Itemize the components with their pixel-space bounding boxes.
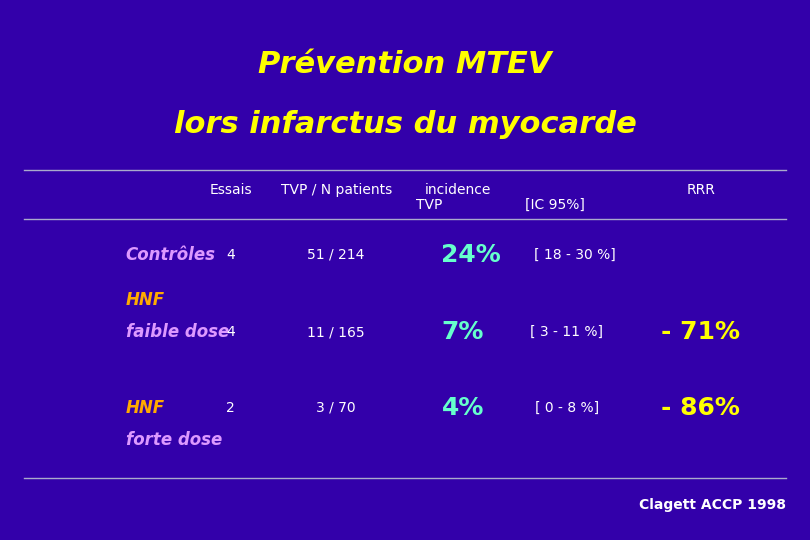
Text: 4: 4 [227,248,235,262]
Text: [ 0 - 8 %]: [ 0 - 8 %] [535,401,599,415]
Text: RRR: RRR [686,183,715,197]
Text: TVP: TVP [416,198,442,212]
Text: 4%: 4% [441,396,484,420]
Text: [ 18 - 30 %]: [ 18 - 30 %] [535,248,616,262]
Text: - 71%: - 71% [661,320,740,344]
Text: 7%: 7% [441,320,484,344]
Text: HNF: HNF [126,291,164,309]
Text: faible dose: faible dose [126,323,228,341]
Text: Essais: Essais [210,183,252,197]
Text: 4: 4 [227,325,235,339]
Text: 51 / 214: 51 / 214 [308,248,364,262]
Text: [ 3 - 11 %]: [ 3 - 11 %] [531,325,603,339]
Text: 3 / 70: 3 / 70 [317,401,356,415]
Text: [IC 95%]: [IC 95%] [525,198,585,212]
Text: TVP / N patients: TVP / N patients [280,183,392,197]
Text: Contrôles: Contrôles [126,246,215,264]
Text: forte dose: forte dose [126,431,222,449]
Text: incidence: incidence [424,183,491,197]
Text: - 86%: - 86% [661,396,740,420]
Text: HNF: HNF [126,399,164,417]
Text: 11 / 165: 11 / 165 [307,325,365,339]
Text: lors infarctus du myocarde: lors infarctus du myocarde [173,110,637,139]
Text: Prévention MTEV: Prévention MTEV [258,50,552,79]
Text: 2: 2 [227,401,235,415]
Text: 24%: 24% [441,243,501,267]
Text: Clagett ACCP 1998: Clagett ACCP 1998 [639,498,786,512]
